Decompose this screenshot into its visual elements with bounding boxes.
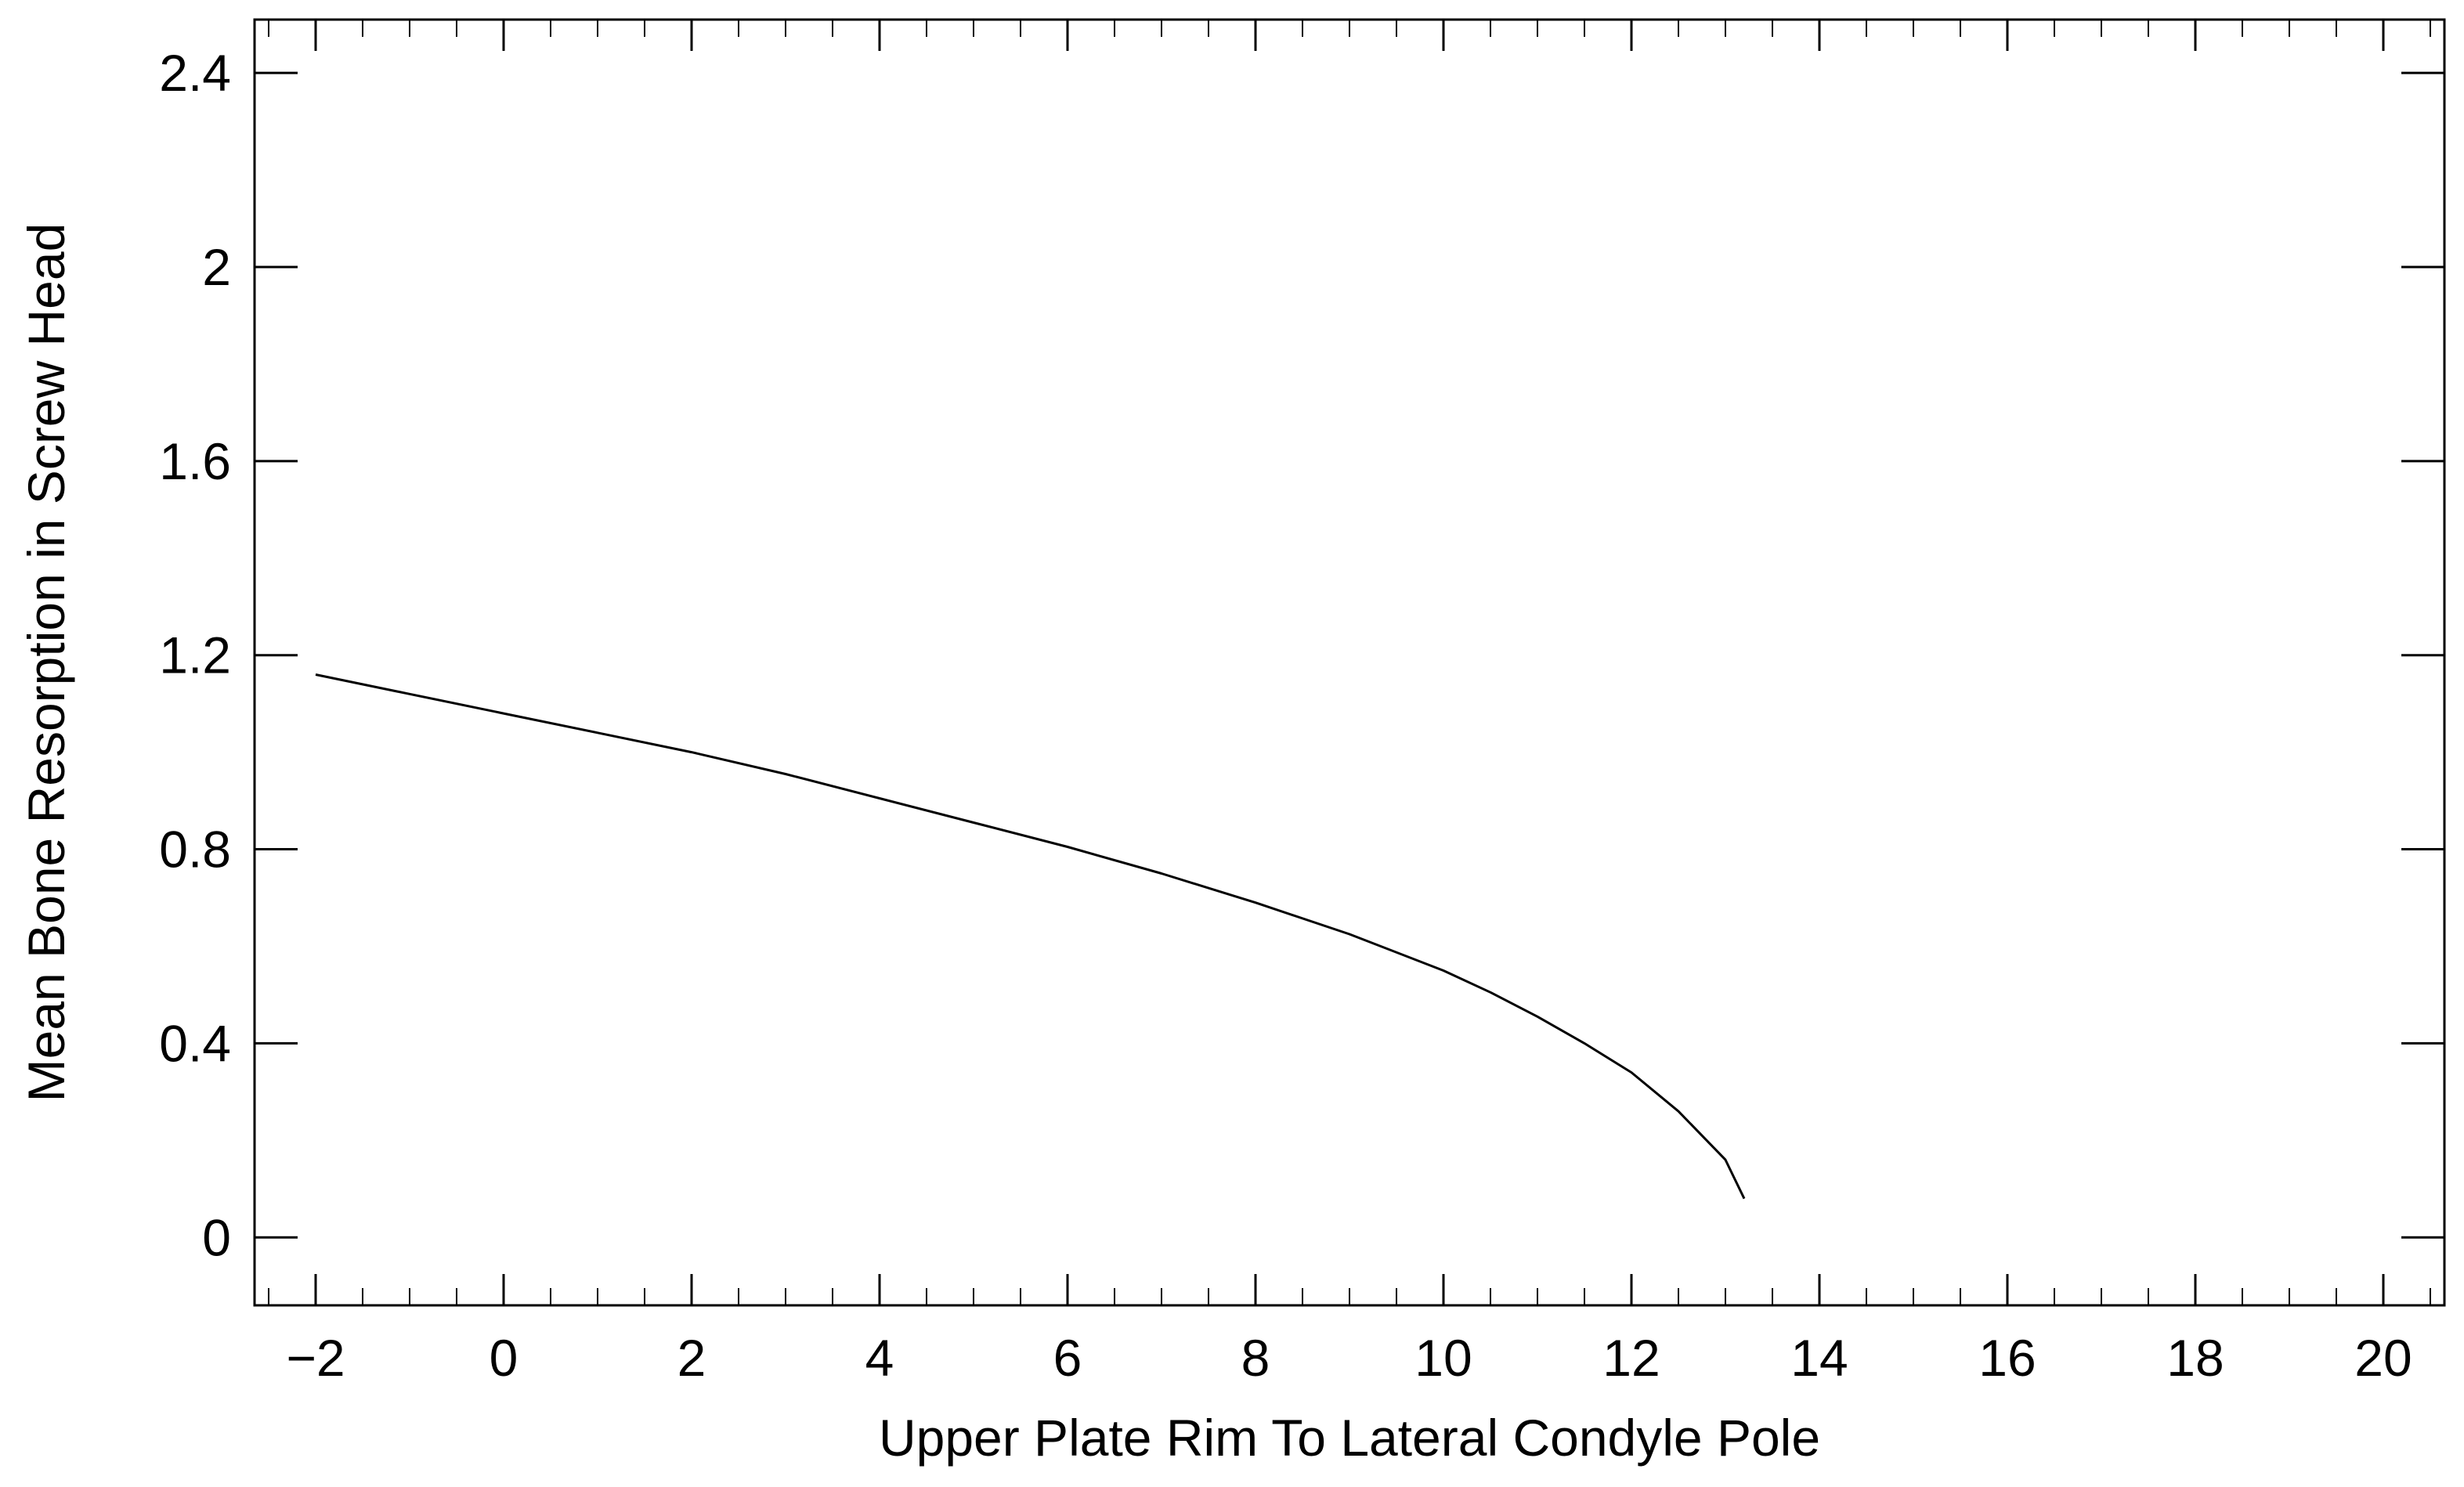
x-tick-label: 2 (677, 1329, 706, 1387)
x-axis-title: Upper Plate Rim To Lateral Condyle Pole (879, 1409, 1820, 1467)
x-tick-label: 10 (1414, 1329, 1472, 1387)
x-tick-label: 20 (2354, 1329, 2412, 1387)
x-tick-label: 16 (1978, 1329, 2036, 1387)
series-layer (315, 673, 1746, 1200)
tick-labels: −2 0 2 4 6 8 10 12 14 16 18 20 0 0.4 0.8 1.2 1.6 2 2.4 (159, 44, 2412, 1387)
y-tick-label: 2 (202, 238, 231, 296)
y-tick-label: 1.2 (159, 626, 231, 684)
y-axis-title: Mean Bone Resorption in Screw Head (17, 223, 75, 1103)
x-tick-label: 0 (490, 1329, 518, 1387)
x-tick-label: 14 (1790, 1329, 1848, 1387)
x-tick-label: 4 (865, 1329, 894, 1387)
x-tick-label: 18 (2166, 1329, 2224, 1387)
y-tick-label: 0.8 (159, 821, 231, 879)
x-tick-label: −2 (286, 1329, 345, 1387)
axis-ticks (255, 20, 2444, 1305)
y-tick-label: 0.4 (159, 1014, 231, 1072)
plot-frame (253, 18, 2446, 1307)
x-tick-label: 12 (1602, 1329, 1660, 1387)
y-tick-label: 0 (202, 1208, 231, 1266)
y-tick-label: 1.6 (159, 432, 231, 490)
x-tick-label: 8 (1241, 1329, 1270, 1387)
x-tick-label: 6 (1053, 1329, 1082, 1387)
y-tick-label: 2.4 (159, 44, 231, 102)
series-line (315, 673, 1746, 1200)
